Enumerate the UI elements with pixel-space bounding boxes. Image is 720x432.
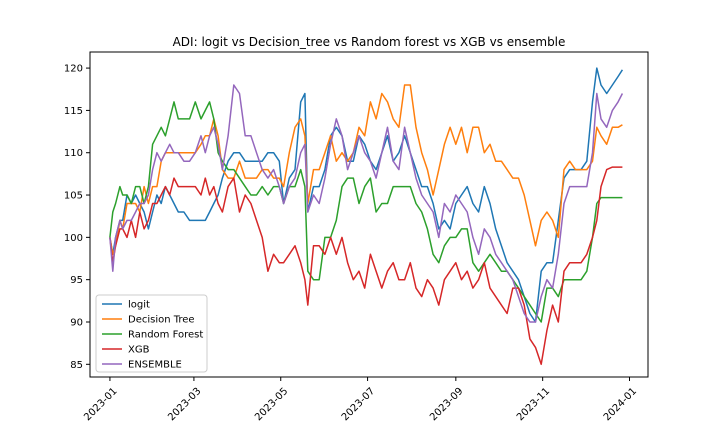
y-tick-label: 115 — [64, 106, 83, 117]
plot-frame — [89, 51, 649, 378]
y-tick-label: 90 — [70, 317, 83, 328]
y-tick-label: 120 — [64, 64, 83, 75]
series-line-random-forest — [109, 101, 623, 323]
series-line-xgb — [109, 166, 623, 366]
legend-label: Random Forest — [128, 330, 203, 341]
series-line-ensemble — [109, 84, 624, 323]
legend-label: Decision Tree — [128, 315, 195, 326]
y-tick-label: 100 — [64, 233, 83, 244]
legend-box — [95, 294, 208, 373]
y-axis: 85 90 95 100 105 110 115 120 — [64, 64, 90, 371]
legend-label: logit — [128, 300, 150, 311]
y-tick-label: 105 — [64, 191, 83, 202]
chart-title: ADI: logit vs Decision_tree vs Random fo… — [173, 35, 566, 49]
legend: logit Decision Tree Random Forest XGB ENSEMB… — [95, 294, 208, 373]
legend-label: ENSEMBLE — [128, 360, 182, 371]
y-tick-label: 110 — [64, 148, 83, 159]
y-tick-label: 85 — [70, 360, 83, 371]
series-layer — [109, 67, 624, 366]
y-tick-label: 95 — [70, 275, 83, 286]
legend-label: XGB — [128, 345, 150, 356]
